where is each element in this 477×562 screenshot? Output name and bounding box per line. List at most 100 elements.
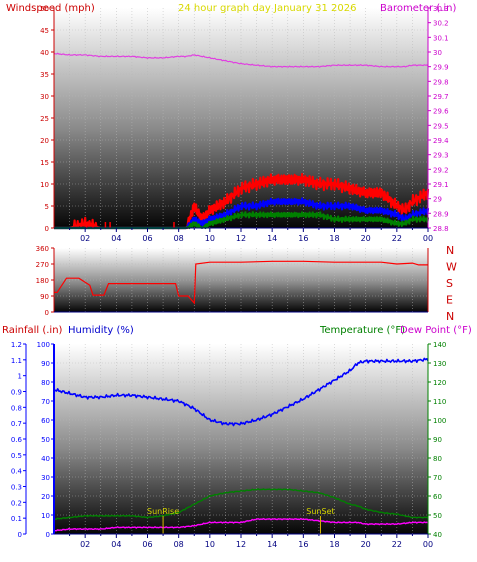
windspeed-tick-label: 0 [45,225,49,233]
temperature-panel-xtick-label: 18 [329,540,339,549]
wind-panel-xtick-label: 18 [329,234,339,243]
humidity-axis-title: Humidity (%) [68,325,134,336]
barometer-tick-label: 30.1 [433,34,449,42]
barometer-tick-label: 30.2 [433,20,449,28]
humidity-tick-label: 50 [41,436,50,444]
barometer-tick-label: 29 [433,196,442,204]
direction-tick-label: 180 [36,277,49,285]
temperature-tick-label: 60 [433,493,442,501]
rainfall-tick-label: 1.1 [11,357,22,365]
compass-label: N [446,310,454,323]
wind-panel-xtick-label: 04 [111,234,121,243]
barometer-tick-label: 29.5 [433,122,449,130]
direction-tick-label: 360 [36,245,49,253]
barometer-tick-label: 29.4 [433,137,449,145]
dewpoint-axis-title: Dew Point (°F) [400,325,472,336]
humidity-tick-label: 70 [41,398,50,406]
windspeed-tick-label: 50 [40,5,49,13]
rainfall-tick-label: 0.6 [11,436,23,444]
windspeed-tick-label: 45 [40,27,49,35]
windspeed-axis-title: Windspeed (mph) [6,3,95,14]
windspeed-tick-label: 35 [40,71,49,79]
dewpoint-line [54,517,429,532]
temperature-tick-label: 130 [433,360,446,368]
humidity-tick-label: 30 [41,474,50,482]
windspeed-tick-label: 10 [40,181,49,189]
windspeed-tick-label: 30 [40,93,49,101]
barometer-tick-label: 29.3 [433,152,449,160]
temperature-panel-xtick-label: 02 [80,540,90,549]
temperature-panel-xtick-label: 14 [267,540,277,549]
windspeed-tick-label: 20 [40,137,49,145]
barometer-tick-label: 28.9 [433,210,449,218]
temperature-line [53,488,429,520]
wind-panel-xtick-label: 20 [361,234,371,243]
rainfall-tick-label: 0.2 [11,499,22,507]
wind-panel-xtick-label: 00 [423,234,433,243]
rainfall-tick-label: 0.4 [11,468,23,476]
temperature-tick-label: 100 [433,417,446,425]
chart-title: 24 hour graph day January 31 2026 [178,3,356,14]
compass-label: E [446,294,453,307]
temperature-panel-xtick-label: 12 [236,540,246,549]
temperature-panel-xtick-label: 00 [423,540,433,549]
humidity-tick-label: 100 [37,341,50,349]
humidity-tick-label: 40 [41,455,50,463]
windspeed-tick-label: 40 [40,49,49,57]
wind-panel-xtick-label: 06 [142,234,152,243]
barometer-tick-label: 28.8 [433,225,449,233]
compass-label: N [446,244,454,257]
temperature-tick-label: 50 [433,512,442,520]
rainfall-axis-title: Rainfall (.in) [2,325,63,336]
temperature-tick-label: 110 [433,398,446,406]
direction-tick-label: 270 [36,261,49,269]
sun-marker-label: SunSet [306,507,334,516]
humidity-line [53,357,429,427]
temperature-tick-label: 80 [433,455,442,463]
wind-panel-xtick-label: 08 [174,234,184,243]
wind-panel-xtick-label: 10 [205,234,215,243]
temperature-tick-label: 120 [433,379,446,387]
temperature-tick-label: 140 [433,341,446,349]
rainfall-tick-label: 0.1 [11,515,22,523]
rainfall-tick-label: 0.9 [11,389,22,397]
wind-panel-xtick-label: 16 [298,234,308,243]
barometer-tick-label: 29.8 [433,78,449,86]
humidity-tick-label: 10 [41,512,50,520]
sun-marker-label: SunRise [147,507,179,516]
temperature-panel-xtick-label: 10 [205,540,215,549]
barometer-tick-label: 29.6 [433,108,449,116]
barometer-tick-label: 30.3 [433,5,449,13]
humidity-tick-label: 80 [41,379,50,387]
compass-label: W [446,261,457,274]
compass-label: S [446,277,453,290]
temperature-axis-title: Temperature (°F) [319,325,405,336]
barometer-axis-title: Barometer (.in) [380,3,456,14]
humidity-tick-label: 0 [46,531,50,539]
rainfall-tick-label: 0 [18,531,22,539]
humidity-tick-label: 60 [41,417,50,425]
windspeed-tick-label: 25 [40,115,49,123]
barometer-tick-label: 29.2 [433,166,449,174]
temperature-panel-xtick-label: 22 [392,540,402,549]
temperature-tick-label: 70 [433,474,442,482]
barometer-tick-label: 30 [433,49,442,57]
barometer-tick-label: 29.9 [433,64,449,72]
rainfall-tick-label: 0.3 [11,484,22,492]
wind-panel-xtick-label: 02 [80,234,90,243]
wind-direction-line [54,260,428,305]
barometer-tick-label: 29.7 [433,93,449,101]
temperature-tick-label: 40 [433,531,442,539]
rainfall-tick-label: 0.8 [11,404,22,412]
barometer-tick-label: 29.1 [433,181,449,189]
windspeed-tick-label: 15 [40,159,49,167]
temperature-panel-xtick-label: 16 [298,540,308,549]
humidity-tick-label: 90 [41,360,50,368]
temperature-panel-xtick-label: 04 [111,540,121,549]
temperature-panel-xtick-label: 20 [361,540,371,549]
wind-panel-xtick-label: 14 [267,234,277,243]
temperature-panel-xtick-label: 06 [142,540,152,549]
humidity-tick-label: 20 [41,493,50,501]
rainfall-tick-label: 1.2 [11,341,22,349]
